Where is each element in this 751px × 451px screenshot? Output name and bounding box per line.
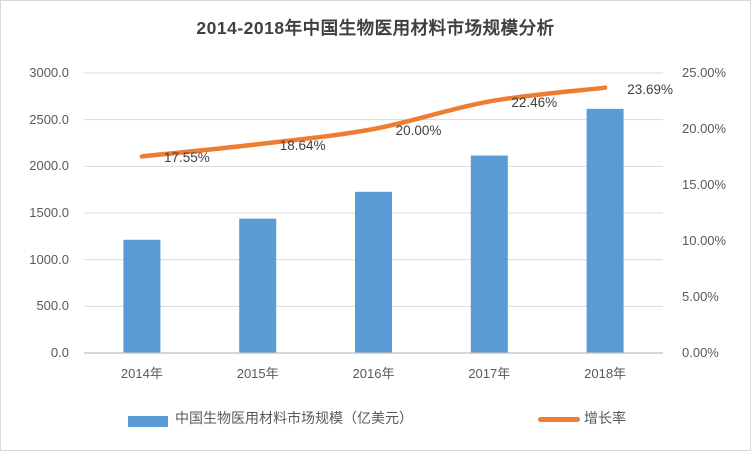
bar — [470, 155, 508, 353]
y-left-tick-label: 1000.0 — [29, 251, 69, 267]
bar — [123, 239, 161, 353]
y-left-tick-label: 2000.0 — [29, 158, 69, 174]
y-right-tick-label: 5.00% — [682, 289, 719, 304]
y-right-tick-label: 10.00% — [682, 233, 727, 248]
y-left-tick-label: 1500.0 — [29, 205, 69, 220]
growth-data-label: 22.46% — [511, 95, 558, 111]
y-left-tick-label: 500.0 — [36, 298, 69, 314]
y-left-tick-label: 0.0 — [50, 345, 69, 360]
bar — [355, 191, 392, 353]
x-tick-label: 2014年 — [120, 366, 163, 381]
y-right-tick-label: 15.00% — [682, 177, 727, 192]
chart-title: 2014-2018年中国生物医用材料市场规模分析 — [196, 18, 555, 38]
y-left-tick-label: 2500.0 — [29, 111, 69, 127]
x-tick-label: 2015年 — [236, 366, 279, 381]
growth-data-label: 18.64% — [279, 138, 326, 154]
growth-line — [139, 85, 608, 159]
y-left-tick-label: 3000.0 — [29, 65, 69, 80]
x-tick-label: 2018年 — [584, 366, 627, 381]
growth-data-label: 20.00% — [395, 123, 442, 138]
y-right-tick-label: 0.00% — [682, 345, 719, 360]
bar — [586, 108, 624, 353]
x-tick-label: 2016年 — [352, 366, 395, 381]
bar — [239, 218, 277, 353]
growth-data-label: 17.55% — [163, 150, 210, 166]
y-right-tick-label: 25.00% — [682, 65, 727, 80]
y-right-tick-label: 20.00% — [682, 121, 727, 136]
x-tick-label: 2017年 — [468, 366, 511, 381]
growth-data-label: 23.69% — [627, 81, 673, 97]
